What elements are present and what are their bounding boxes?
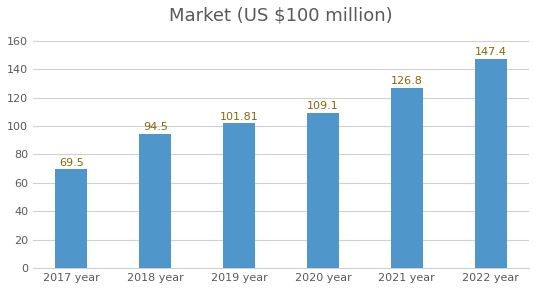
Text: 69.5: 69.5 xyxy=(59,158,84,168)
Text: 126.8: 126.8 xyxy=(391,76,423,86)
Bar xyxy=(475,59,507,268)
Bar xyxy=(139,134,171,268)
Text: 94.5: 94.5 xyxy=(143,122,168,132)
Title: Market (US $100 million): Market (US $100 million) xyxy=(169,7,393,25)
Text: 109.1: 109.1 xyxy=(307,101,339,111)
Bar xyxy=(223,124,255,268)
Text: 147.4: 147.4 xyxy=(474,47,507,57)
Bar xyxy=(391,88,423,268)
Bar xyxy=(307,113,339,268)
Bar xyxy=(56,169,87,268)
Text: 101.81: 101.81 xyxy=(220,112,258,122)
